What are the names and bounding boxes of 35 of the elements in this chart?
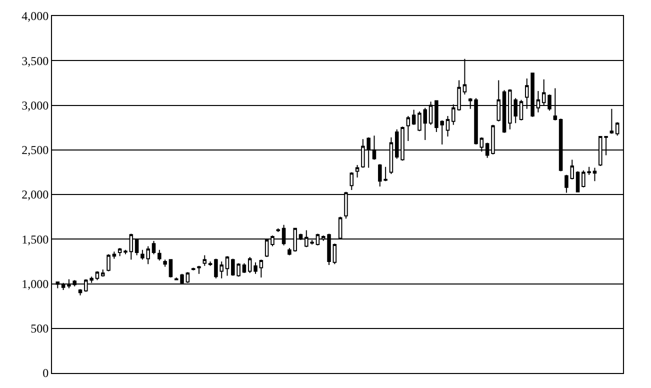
- candlestick: [592, 167, 597, 182]
- candlestick: [124, 249, 128, 255]
- candlestick: [191, 267, 196, 271]
- candlestick: [225, 256, 230, 276]
- candlestick: [168, 259, 173, 278]
- candlestick: [118, 248, 122, 257]
- y-tick-label: 0: [42, 366, 49, 380]
- y-tick-label: 1,000: [22, 276, 49, 291]
- candlestick: [202, 254, 207, 266]
- candlestick: [355, 164, 360, 178]
- candlestick: [242, 262, 246, 274]
- y-tick-label: 3,000: [22, 98, 49, 112]
- candlestick: [259, 259, 264, 278]
- candlestick: [208, 260, 212, 266]
- candlestick: [610, 108, 614, 134]
- candlestick: [106, 254, 110, 272]
- candlestick: [332, 243, 337, 265]
- y-tick-label: 3,500: [22, 54, 49, 68]
- candlestick: [406, 115, 410, 142]
- candlestick: [95, 270, 100, 281]
- candlestick: [163, 259, 167, 268]
- candlestick: [350, 172, 354, 191]
- candlestick: [412, 109, 416, 126]
- y-tick-label: 2,500: [22, 143, 49, 158]
- y-tick-label: 500: [30, 322, 49, 336]
- candlestick: [78, 288, 82, 296]
- y-tick-label: 4,000: [22, 9, 49, 24]
- y-tick-label: 2,000: [22, 188, 49, 202]
- candlestick: [101, 268, 105, 278]
- candlestick: [615, 122, 620, 136]
- candlestick: [197, 265, 201, 274]
- candlestick: [158, 249, 162, 262]
- candlestick: [446, 115, 450, 137]
- candlestick: [112, 251, 116, 260]
- y-tick-label: 1,500: [22, 232, 49, 246]
